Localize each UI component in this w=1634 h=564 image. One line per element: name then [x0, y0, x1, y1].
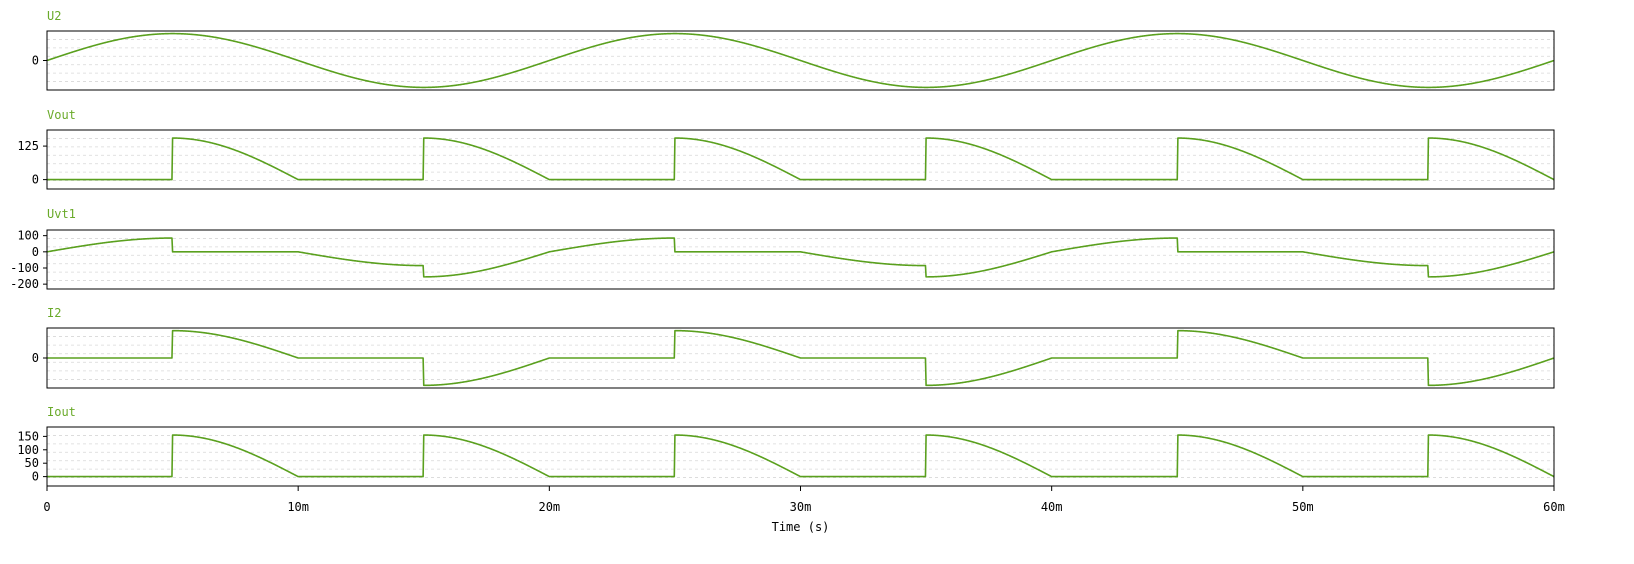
y-tick-label: 0 — [32, 470, 39, 484]
plot-frame — [46, 129, 1555, 190]
y-tick-label: 50 — [25, 456, 39, 470]
x-tick-label: 60m — [1543, 500, 1565, 514]
panel-uvt1: Uvt1 100 0 -100 -200 — [10, 207, 1555, 291]
y-tick-label: 0 — [32, 173, 39, 187]
trace-uvt1 — [46, 237, 1555, 278]
y-tick-label: 0 — [32, 245, 39, 259]
panel-i2: I2 0 — [32, 306, 1555, 389]
y-tick-label: 0 — [32, 54, 39, 68]
panel-title: I2 — [47, 306, 61, 320]
x-tick-label: 20m — [538, 500, 560, 514]
x-tick-label: 40m — [1041, 500, 1063, 514]
trace-iout — [46, 434, 1555, 478]
trace-u2 — [46, 32, 1555, 89]
x-tick-label: 30m — [790, 500, 812, 514]
y-tick-label: 125 — [17, 139, 39, 153]
y-tick-label: 150 — [17, 429, 39, 443]
x-tick-label: 0 — [43, 500, 50, 514]
panel-vout: Vout 125 0 — [17, 108, 1555, 190]
y-tick-label: 100 — [17, 229, 39, 243]
y-tick-label: -100 — [10, 261, 39, 275]
y-tick-label: 100 — [17, 443, 39, 457]
x-tick-label: 10m — [287, 500, 309, 514]
y-tick-label: -200 — [10, 277, 39, 291]
panel-title: U2 — [47, 9, 61, 23]
trace-vout — [46, 137, 1555, 181]
panel-title: Uvt1 — [47, 207, 76, 221]
plot-frame — [46, 229, 1555, 290]
panel-title: Vout — [47, 108, 76, 122]
x-axis-label: Time (s) — [772, 520, 830, 534]
panel-u2: U2 0 — [32, 9, 1555, 91]
x-tick-label: 50m — [1292, 500, 1314, 514]
time-axis: 0 10m 20m 30m 40m 50m 60m Time (s) — [43, 486, 1565, 534]
panel-title: Iout — [47, 405, 76, 419]
y-tick-label: 0 — [32, 351, 39, 365]
plot-panels: U20Vout1250Uvt11000-100-200I20Iout150100… — [10, 9, 1555, 487]
trace-i2 — [46, 329, 1555, 387]
